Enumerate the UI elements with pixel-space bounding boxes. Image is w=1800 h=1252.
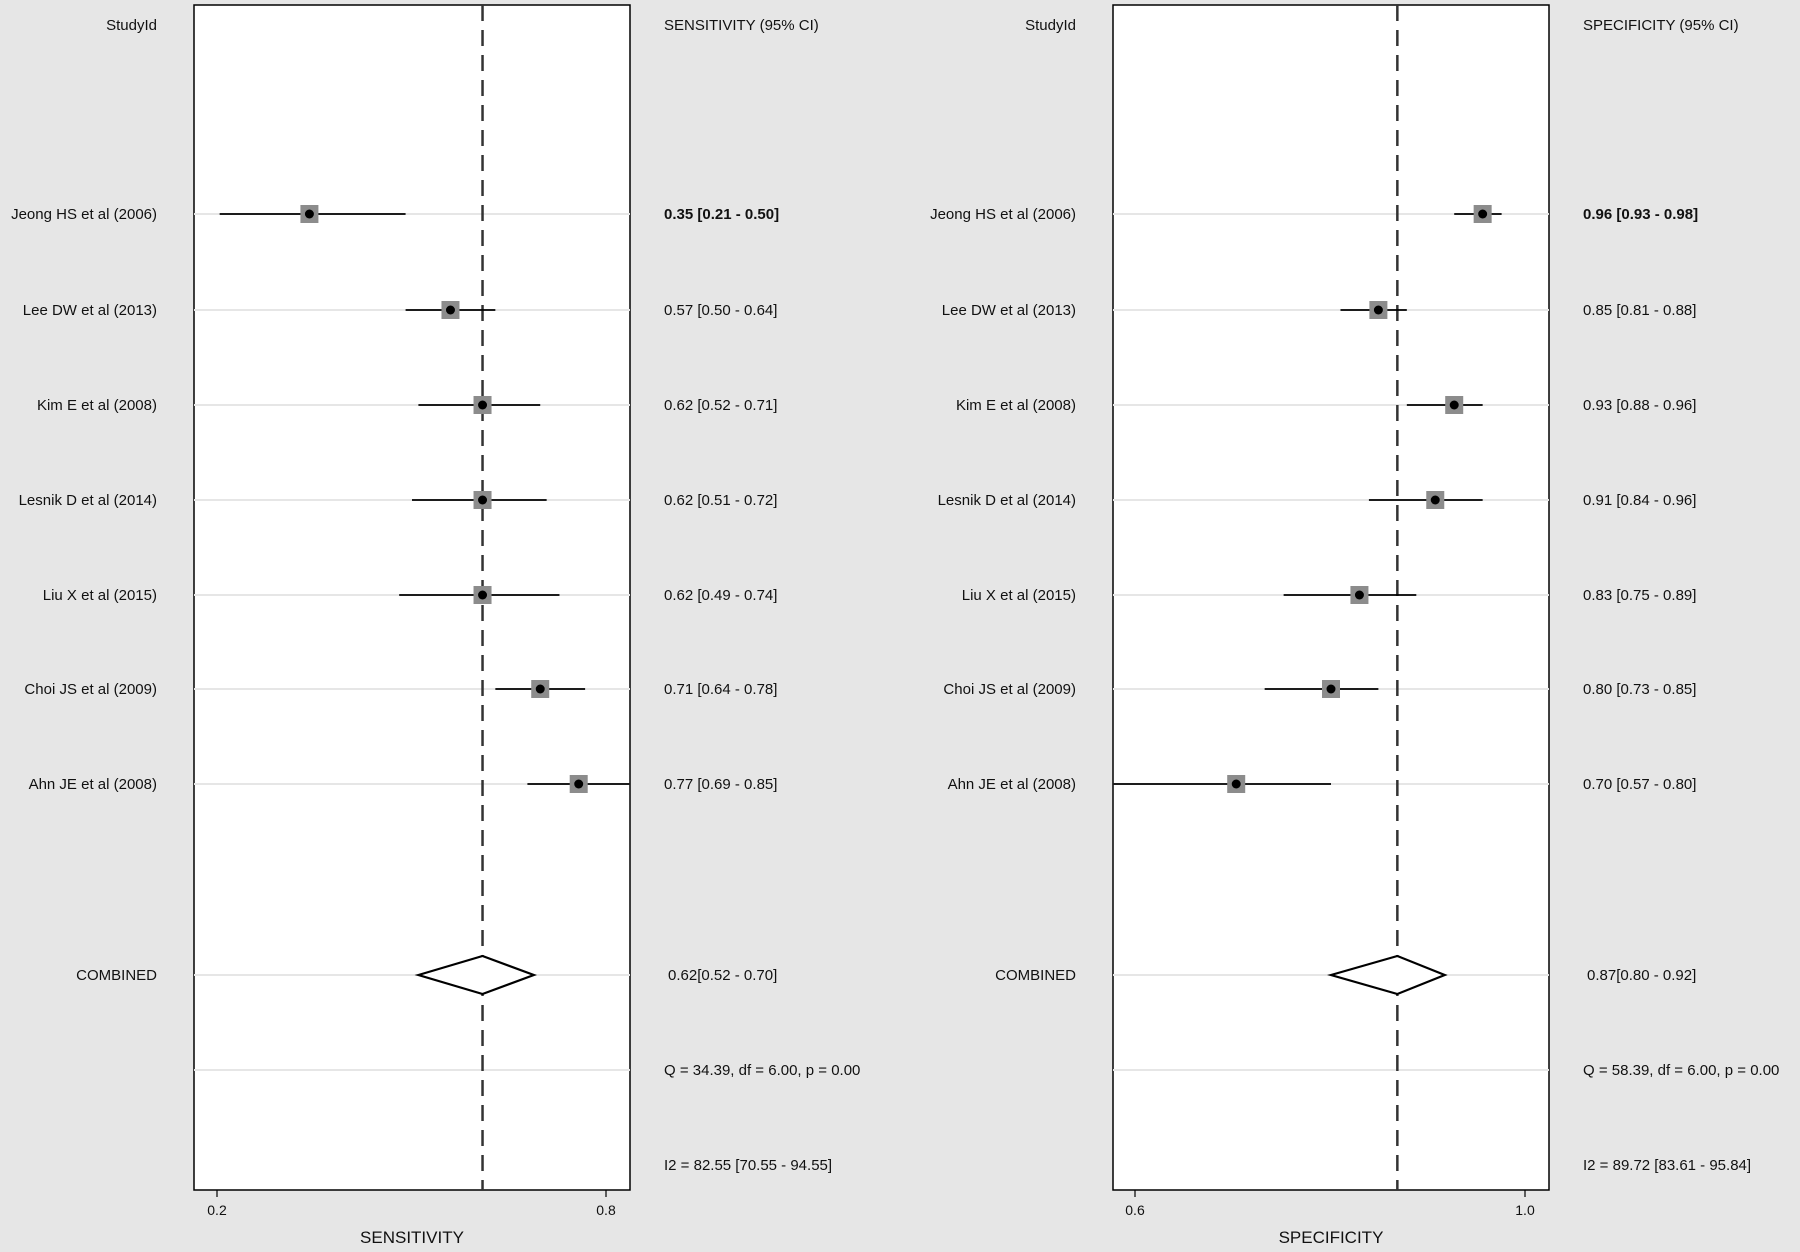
study-point-estimate (1231, 779, 1241, 789)
heterogeneity-text: Q = 58.39, df = 6.00, p = 0.00 (1583, 1062, 1779, 1079)
study-point-estimate (478, 400, 488, 410)
study-label: Kim E et al (2008) (956, 397, 1076, 414)
x-tick-label: 0.8 (596, 1202, 616, 1218)
study-label: Jeong HS et al (2006) (11, 206, 157, 223)
x-tick-label: 0.6 (1125, 1202, 1145, 1218)
study-label: Ahn JE et al (2008) (948, 776, 1076, 793)
study-label: Lee DW et al (2013) (23, 302, 157, 319)
study-label: Lesnik D et al (2014) (19, 492, 157, 509)
study-id-header: StudyId (106, 17, 157, 34)
study-ci-text: 0.71 [0.64 - 0.78] (664, 681, 777, 698)
study-ci-text: 0.35 [0.21 - 0.50] (664, 206, 779, 223)
study-ci-text: 0.91 [0.84 - 0.96] (1583, 492, 1696, 509)
study-point-estimate (1354, 590, 1364, 600)
study-ci-text: 0.62 [0.49 - 0.74] (664, 587, 777, 604)
estimate-header: SPECIFICITY (95% CI) (1583, 17, 1739, 34)
study-ci-text: 0.83 [0.75 - 0.89] (1583, 587, 1696, 604)
study-label: Liu X et al (2015) (43, 587, 157, 604)
combined-label: COMBINED (995, 967, 1076, 984)
study-label: Lee DW et al (2013) (942, 302, 1076, 319)
study-label: Choi JS et al (2009) (24, 681, 157, 698)
study-point-estimate (445, 305, 455, 315)
study-point-estimate (478, 590, 488, 600)
study-point-estimate (1326, 684, 1336, 694)
study-label: Jeong HS et al (2006) (930, 206, 1076, 223)
study-point-estimate (1449, 400, 1459, 410)
study-point-estimate (1430, 495, 1440, 505)
study-ci-text: 0.77 [0.69 - 0.85] (664, 776, 777, 793)
combined-diamond (1327, 954, 1448, 996)
x-tick-label: 1.0 (1515, 1202, 1535, 1218)
combined-ci-text: 0.87[0.80 - 0.92] (1587, 967, 1696, 984)
study-label: Choi JS et al (2009) (943, 681, 1076, 698)
plot-area (193, 4, 631, 1191)
study-point-estimate (1478, 209, 1488, 219)
study-ci-text: 0.62 [0.51 - 0.72] (664, 492, 777, 509)
study-ci-text: 0.57 [0.50 - 0.64] (664, 302, 777, 319)
study-point-estimate (1373, 305, 1383, 315)
combined-diamond (414, 954, 537, 996)
study-ci-text: 0.96 [0.93 - 0.98] (1583, 206, 1698, 223)
study-point-estimate (535, 684, 545, 694)
study-ci-text: 0.62 [0.52 - 0.71] (664, 397, 777, 414)
study-ci-text: 0.85 [0.81 - 0.88] (1583, 302, 1696, 319)
study-label: Lesnik D et al (2014) (938, 492, 1076, 509)
x-tick-label: 0.2 (207, 1202, 227, 1218)
x-axis-label: SPECIFICITY (1279, 1228, 1384, 1247)
i2-text: I2 = 82.55 [70.55 - 94.55] (664, 1157, 832, 1174)
study-point-estimate (304, 209, 314, 219)
study-label: Ahn JE et al (2008) (29, 776, 157, 793)
study-label: Liu X et al (2015) (962, 587, 1076, 604)
combined-label: COMBINED (76, 967, 157, 984)
combined-ci-text: 0.62[0.52 - 0.70] (668, 967, 777, 984)
study-id-header: StudyId (1025, 17, 1076, 34)
study-ci-text: 0.80 [0.73 - 0.85] (1583, 681, 1696, 698)
estimate-header: SENSITIVITY (95% CI) (664, 17, 819, 34)
study-point-estimate (478, 495, 488, 505)
study-ci-text: 0.93 [0.88 - 0.96] (1583, 397, 1696, 414)
study-ci-text: 0.70 [0.57 - 0.80] (1583, 776, 1696, 793)
plot-area (1112, 4, 1550, 1191)
x-axis-label: SENSITIVITY (360, 1228, 464, 1247)
study-point-estimate (574, 779, 584, 789)
i2-text: I2 = 89.72 [83.61 - 95.84] (1583, 1157, 1751, 1174)
study-label: Kim E et al (2008) (37, 397, 157, 414)
heterogeneity-text: Q = 34.39, df = 6.00, p = 0.00 (664, 1062, 860, 1079)
